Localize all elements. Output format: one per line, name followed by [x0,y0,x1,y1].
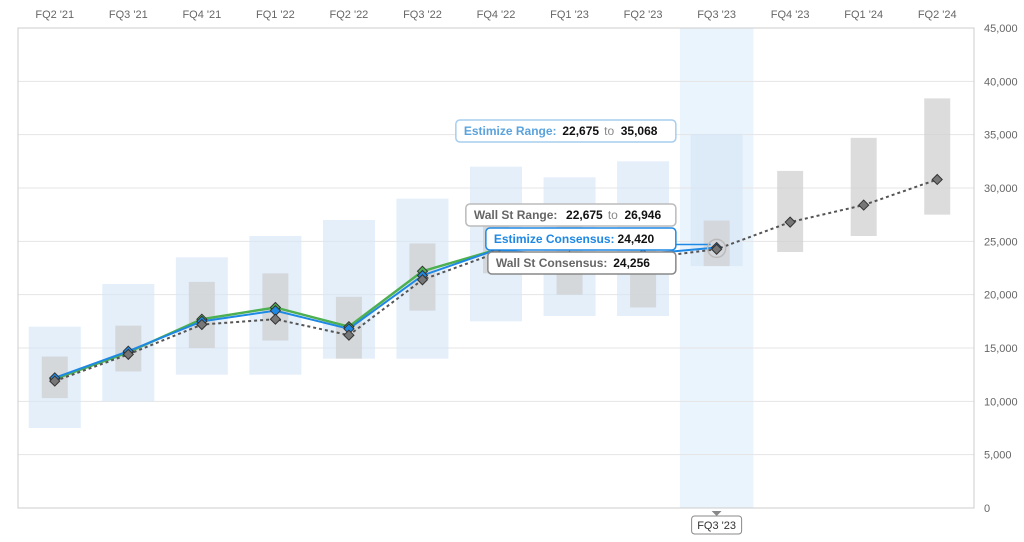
x-axis-label[interactable]: FQ3 '22 [403,9,442,21]
x-axis-label[interactable]: FQ4 '22 [477,9,516,21]
svg-text:22,675: 22,675 [562,124,599,138]
x-axis-label[interactable]: FQ1 '24 [844,9,883,21]
y-axis-label: 45,000 [984,23,1018,35]
x-axis-label[interactable]: FQ4 '23 [771,9,810,21]
y-axis-label: 35,000 [984,130,1018,142]
y-axis-label: 30,000 [984,183,1018,195]
consensus-range-chart: { "chart": { "width": 1024, "height": 54… [0,0,1024,542]
y-axis-label: 40,000 [984,76,1018,88]
estimize-range-callout: Estimize Range: 22,675 to 35,068 [456,120,676,142]
x-axis-label[interactable]: FQ1 '23 [550,9,589,21]
y-axis-label: 20,000 [984,290,1018,302]
wallst-range-bar [851,138,877,236]
y-axis-label: 10,000 [984,396,1018,408]
x-axis-label[interactable]: FQ3 '21 [109,9,148,21]
svg-text:22,675: 22,675 [566,208,603,222]
x-axis-label[interactable]: FQ2 '23 [624,9,663,21]
y-axis-label: 15,000 [984,343,1018,355]
x-axis-label[interactable]: FQ3 '23 [697,9,736,21]
estimize-consensus-callout: Estimize Consensus:24,420 [486,228,676,250]
wallst-range-bar [924,98,950,214]
svg-text:35,068: 35,068 [621,124,658,138]
wallst-range-bar [777,171,803,252]
wallst-consensus-callout: Wall St Consensus: 24,256 [488,252,676,274]
x-axis-label[interactable]: FQ4 '21 [182,9,221,21]
x-axis-label[interactable]: FQ2 '24 [918,9,957,21]
svg-text:to: to [604,124,614,138]
y-axis-label: 0 [984,503,990,515]
y-axis-label: 25,000 [984,236,1018,248]
x-axis-label[interactable]: FQ1 '22 [256,9,295,21]
svg-text:Estimize Consensus:: Estimize Consensus: [494,232,615,246]
svg-text:Wall St Range:: Wall St Range: [474,208,558,222]
svg-text:Estimize Range:: Estimize Range: [464,124,557,138]
svg-text:24,256: 24,256 [613,256,650,270]
svg-text:Wall St Consensus:: Wall St Consensus: [496,256,608,270]
selected-period-label: FQ3 '23 [697,520,736,532]
x-axis-label[interactable]: FQ2 '22 [330,9,369,21]
highlight-band [680,28,754,508]
wallst-range-callout: Wall St Range: 22,675 to 26,946 [466,204,676,226]
y-axis-label: 5,000 [984,450,1012,462]
x-axis-label[interactable]: FQ2 '21 [35,9,74,21]
svg-text:26,946: 26,946 [624,208,661,222]
svg-text:24,420: 24,420 [618,232,655,246]
svg-text:to: to [608,208,618,222]
chart-svg: 0 5,000 10,000 15,000 20,000 25,000 30,000 35,0… [0,0,1024,542]
selected-pointer-icon [712,511,722,516]
